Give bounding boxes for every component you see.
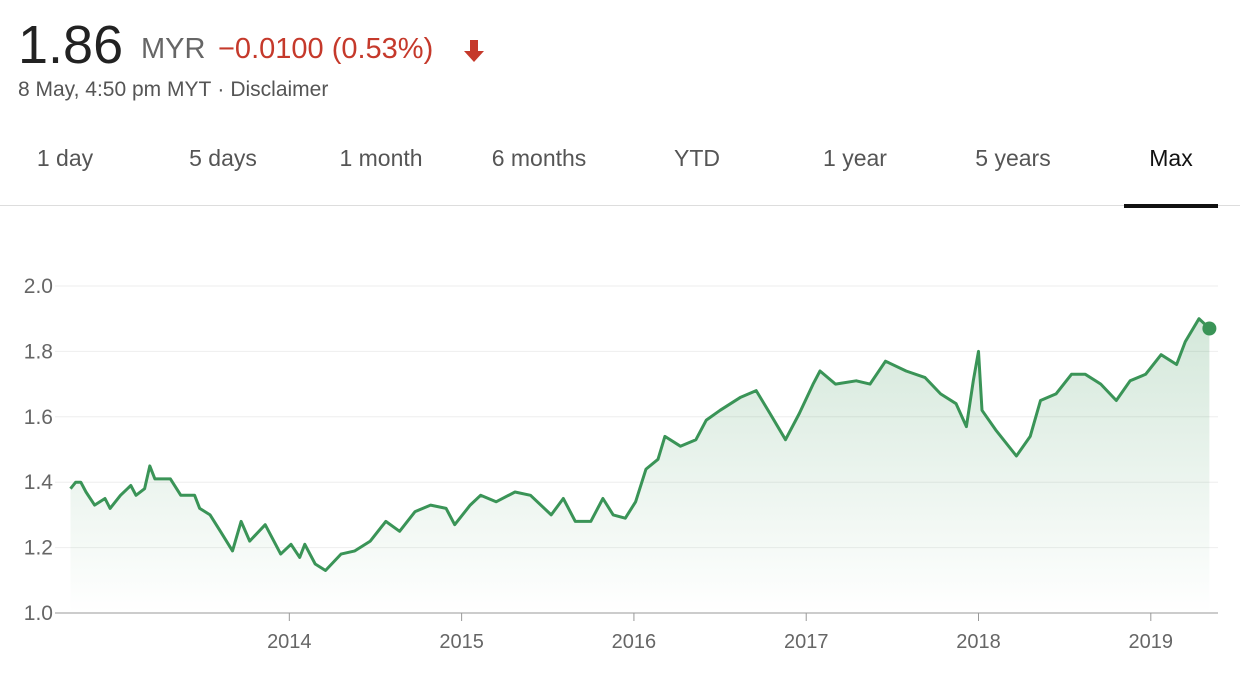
y-tick-label: 1.0 [24, 602, 53, 625]
currency: MYR [141, 33, 206, 65]
x-tick-label: 2017 [784, 631, 829, 653]
x-tick-label: 2019 [1129, 631, 1174, 653]
range-tab[interactable]: 6 months [491, 145, 587, 171]
range-tab[interactable]: YTD [674, 145, 720, 171]
range-tab[interactable]: 1 month [339, 145, 423, 171]
price: 1.86 [18, 15, 124, 75]
end-marker [1202, 321, 1217, 336]
selected-underline [1124, 204, 1218, 208]
price-change: −0.0100 (0.53%) [218, 33, 434, 65]
separator: · [217, 78, 225, 101]
range-tab[interactable]: 5 days [189, 145, 257, 171]
price-line [69, 317, 1211, 572]
x-tick-label: 2016 [612, 631, 657, 653]
y-tick-label: 1.4 [24, 471, 54, 494]
range-tab[interactable]: 1 year [823, 145, 887, 171]
range-tab[interactable]: 1 day [36, 145, 94, 171]
y-tick-label: 1.8 [24, 340, 53, 363]
x-tick-label: 2014 [267, 631, 312, 653]
x-tick-label: 2018 [956, 631, 1001, 653]
timestamp: 8 May, 4:50 pm MYT [18, 78, 212, 101]
divider [0, 205, 1240, 206]
area [70, 318, 1210, 613]
disclaimer-link[interactable]: Disclaimer [230, 78, 329, 101]
y-tick-label: 1.6 [24, 406, 53, 429]
range-tab[interactable]: 5 years [975, 145, 1051, 171]
y-tick-label: 2.0 [24, 275, 53, 298]
y-tick-label: 1.2 [24, 537, 53, 560]
x-tick-label: 2015 [439, 631, 484, 653]
timestamp-row: 8 May, 4:50 pm MYT · Disclaimer [18, 78, 334, 102]
range-tab[interactable]: Max [1149, 145, 1193, 171]
down-arrow [464, 40, 484, 62]
